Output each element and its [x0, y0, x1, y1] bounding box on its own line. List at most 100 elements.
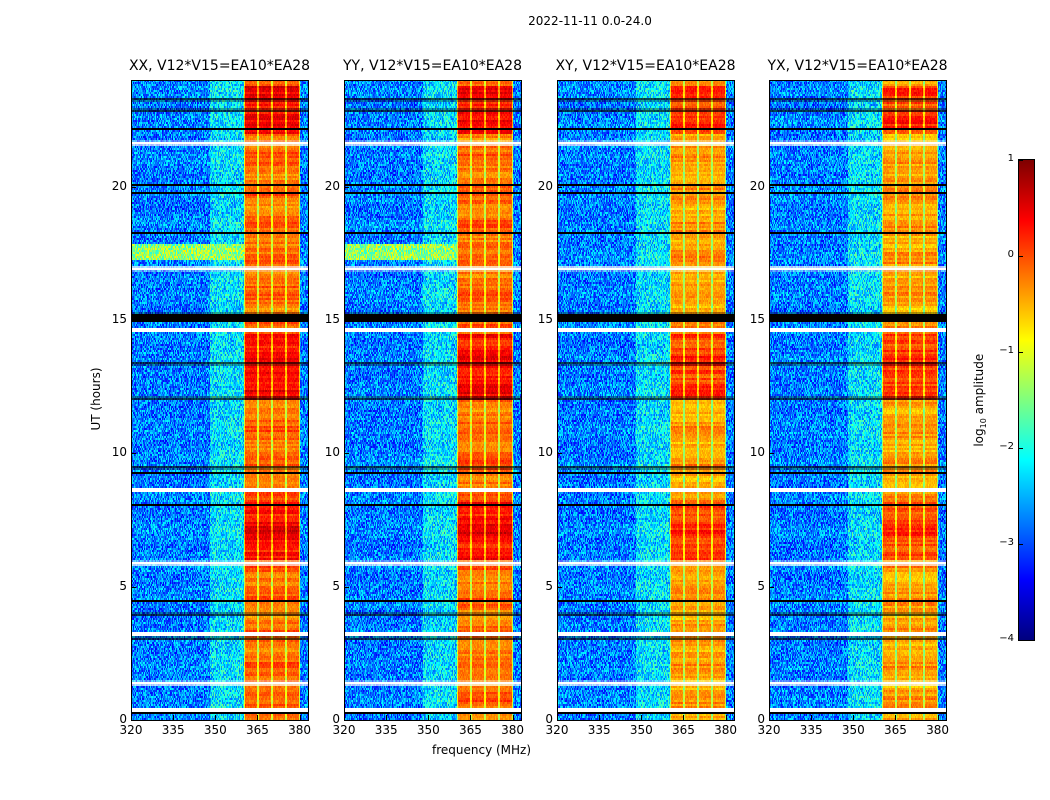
- colorbar-tick-label: 0: [1007, 249, 1014, 260]
- y-tick-mark: [131, 320, 136, 321]
- x-tick-mark: [937, 715, 939, 720]
- colorbar-label-rest: amplitude: [971, 353, 986, 419]
- y-tick-mark: [344, 720, 349, 721]
- y-tick-mark: [131, 453, 136, 455]
- panel-title: YX, V12*V15=EA10*EA28: [767, 58, 948, 74]
- x-tick-mark: [512, 715, 514, 720]
- y-tick-label: 0: [545, 712, 553, 726]
- x-tick-label: 365: [671, 723, 695, 737]
- figure-title: 2022-11-11 0.0-24.0: [528, 14, 652, 28]
- y-tick-mark: [769, 320, 774, 321]
- y-tick-label: 10: [749, 445, 765, 460]
- y-tick-mark: [769, 453, 774, 455]
- x-tick-label: 335: [374, 723, 398, 737]
- y-tick-mark: [344, 186, 349, 188]
- y-tick-label: 5: [119, 578, 127, 593]
- y-tick-mark: [557, 586, 562, 588]
- y-tick-mark: [131, 586, 136, 588]
- y-tick-mark: [557, 453, 562, 455]
- y-tick-label: 5: [545, 578, 553, 593]
- y-tick-label: 10: [537, 445, 553, 460]
- y-tick-label: 15: [537, 312, 553, 326]
- colorbar-tick-mark: [1019, 160, 1023, 161]
- y-tick-label: 20: [111, 178, 127, 193]
- x-tick-label: 380: [714, 723, 738, 737]
- colorbar-label: log10 amplitude: [972, 350, 988, 450]
- x-tick-label: 320: [119, 723, 143, 737]
- spectrogram-panel: [557, 80, 734, 720]
- colorbar-tick-mark: [1019, 352, 1023, 353]
- x-tick-mark: [725, 715, 727, 720]
- x-tick-mark: [215, 715, 217, 720]
- colorbar-tick-label: −1: [999, 345, 1014, 356]
- y-tick-label: 10: [111, 445, 127, 460]
- y-tick-label: 10: [324, 445, 340, 460]
- y-tick-mark: [131, 720, 136, 721]
- x-tick-mark: [599, 715, 601, 720]
- x-tick-mark: [641, 715, 643, 720]
- y-tick-mark: [769, 720, 774, 721]
- y-axis-label: UT (hours): [89, 367, 103, 431]
- y-tick-mark: [131, 186, 136, 188]
- x-tick-label: 365: [883, 723, 907, 737]
- x-tick-mark: [173, 715, 175, 720]
- colorbar-tick-label: −4: [999, 633, 1014, 644]
- colorbar-tick-label: −3: [999, 537, 1014, 548]
- x-tick-label: 320: [757, 723, 781, 737]
- colorbar-tick-mark: [1019, 544, 1023, 545]
- y-tick-mark: [557, 186, 562, 188]
- y-tick-label: 20: [749, 178, 765, 193]
- x-tick-mark: [257, 715, 259, 720]
- y-tick-label: 5: [332, 578, 340, 593]
- panel-title: YY, V12*V15=EA10*EA28: [343, 58, 522, 74]
- y-tick-label: 20: [537, 178, 553, 193]
- y-tick-label: 5: [757, 578, 765, 593]
- colorbar: [1019, 160, 1034, 640]
- x-tick-label: 365: [245, 723, 269, 737]
- y-tick-mark: [344, 453, 349, 455]
- x-tick-mark: [131, 715, 132, 720]
- x-tick-mark: [853, 715, 855, 720]
- colorbar-tick-label: 1: [1007, 153, 1014, 164]
- x-tick-mark: [683, 715, 685, 720]
- y-tick-label: 20: [324, 178, 340, 193]
- colorbar-tick-mark: [1019, 448, 1023, 449]
- x-tick-label: 335: [161, 723, 185, 737]
- x-tick-label: 380: [501, 723, 525, 737]
- x-tick-label: 350: [841, 723, 865, 737]
- panel-title: XY, V12*V15=EA10*EA28: [555, 58, 736, 74]
- x-axis-label: frequency (MHz): [432, 743, 532, 757]
- x-tick-label: 350: [629, 723, 653, 737]
- x-tick-mark: [386, 715, 388, 720]
- x-tick-mark: [344, 715, 345, 720]
- x-tick-mark: [769, 715, 770, 720]
- y-tick-label: 15: [749, 312, 765, 326]
- spectrogram-panel: [769, 80, 946, 720]
- colorbar-tick-label: −2: [999, 441, 1014, 452]
- x-tick-label: 365: [458, 723, 482, 737]
- colorbar-label-base: 10: [979, 418, 989, 429]
- y-tick-mark: [557, 720, 562, 721]
- x-tick-label: 320: [332, 723, 356, 737]
- y-tick-mark: [344, 586, 349, 588]
- colorbar-label-log: log: [971, 428, 986, 447]
- colorbar-tick-mark: [1019, 640, 1023, 641]
- y-tick-label: 15: [324, 312, 340, 326]
- y-tick-label: 0: [119, 712, 127, 726]
- x-tick-mark: [428, 715, 430, 720]
- y-tick-mark: [769, 586, 774, 588]
- spectrogram-panel: [131, 80, 308, 720]
- x-tick-label: 335: [799, 723, 823, 737]
- x-tick-mark: [299, 715, 301, 720]
- colorbar-tick-mark: [1019, 256, 1023, 257]
- y-tick-mark: [344, 320, 349, 321]
- x-tick-label: 320: [545, 723, 569, 737]
- y-tick-mark: [769, 186, 774, 188]
- y-tick-mark: [557, 320, 562, 321]
- x-tick-mark: [470, 715, 472, 720]
- panel-title: XX, V12*V15=EA10*EA28: [128, 58, 311, 74]
- spectrogram-panel: [344, 80, 521, 720]
- x-tick-label: 350: [416, 723, 440, 737]
- y-tick-label: 15: [111, 312, 127, 326]
- x-tick-label: 380: [288, 723, 312, 737]
